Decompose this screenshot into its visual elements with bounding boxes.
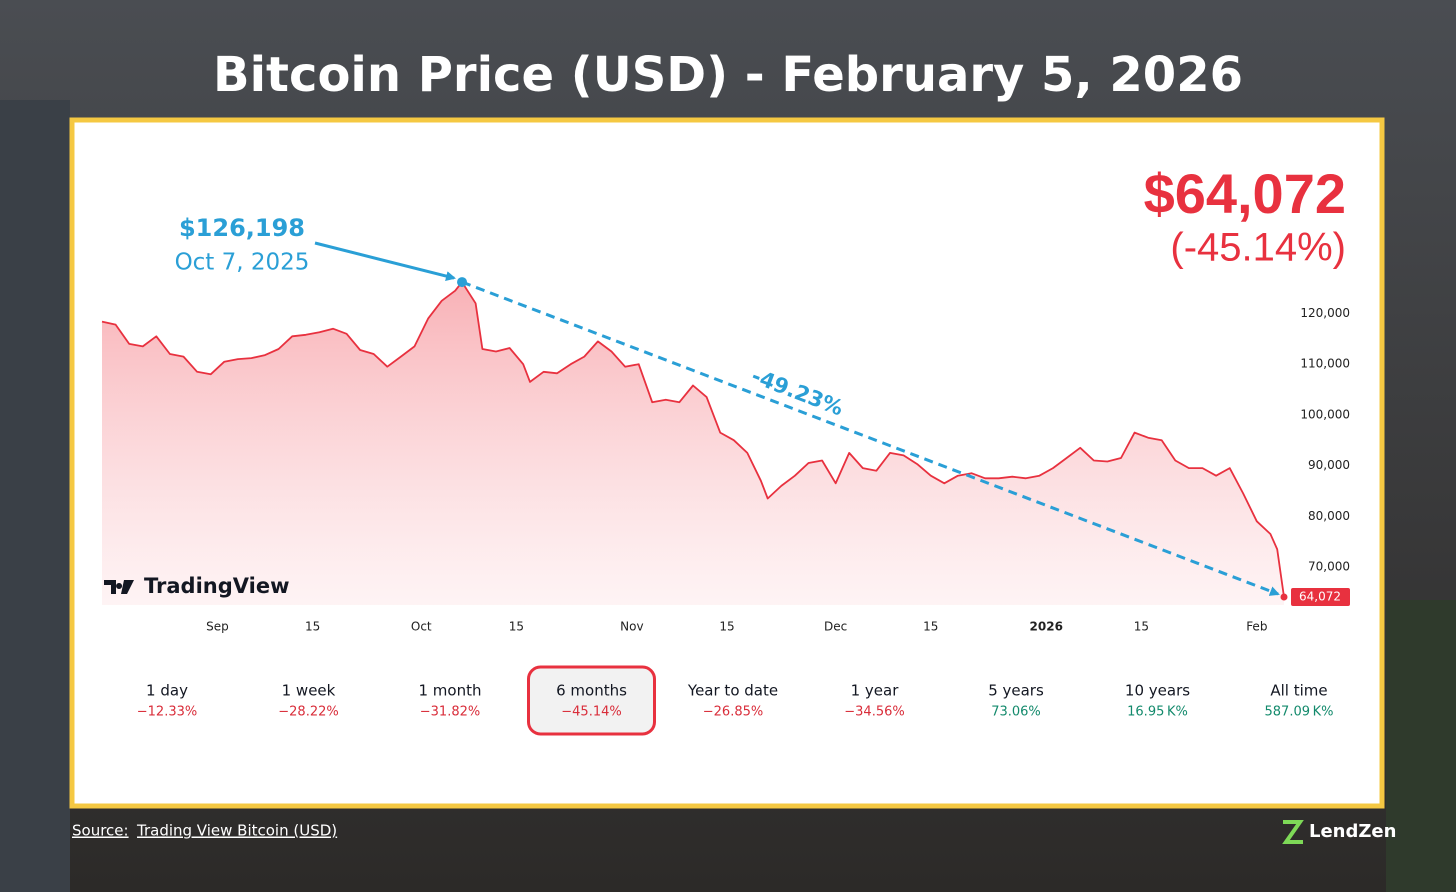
range-label: 6 months — [556, 682, 627, 700]
source-prefix: Source: — [72, 822, 129, 840]
watermark-icon — [104, 580, 134, 594]
range-item[interactable]: 1 day −12.33% — [137, 682, 197, 720]
y-tick-label: 70,000 — [1308, 559, 1350, 573]
peak-date: Oct 7, 2025 — [175, 250, 310, 276]
peak-dot — [457, 277, 468, 288]
x-tick-label: 15 — [509, 620, 524, 634]
price-line — [101, 281, 1285, 598]
background-trees — [1386, 600, 1456, 892]
range-label: 1 week — [282, 682, 336, 700]
x-tick-label: Sep — [206, 620, 229, 634]
range-item[interactable]: Year to date −26.85% — [687, 682, 778, 720]
range-change: −45.14% — [561, 705, 621, 720]
peak-label: $126,198 — [179, 214, 305, 242]
range-selector: 1 day −12.33% 1 week −28.22% 1 month −31.82% 6… — [137, 665, 1334, 736]
range-item[interactable]: 1 year −34.56% — [844, 682, 904, 720]
range-label: Year to date — [687, 682, 778, 700]
range-label: All time — [1270, 682, 1327, 700]
price-area — [102, 282, 1284, 605]
y-tick-label: 120,000 — [1300, 306, 1350, 320]
y-tick-label: 110,000 — [1300, 357, 1350, 371]
range-item[interactable]: 1 week −28.22% — [278, 682, 338, 720]
peak-arrow — [314, 241, 456, 281]
x-tick-label: 15 — [1134, 620, 1149, 634]
watermark: TradingView — [144, 574, 289, 598]
source-link[interactable]: Trading View Bitcoin (USD) — [136, 822, 337, 840]
page-title: Bitcoin Price (USD) - February 5, 2026 — [213, 47, 1243, 103]
x-tick-label: 15 — [719, 620, 734, 634]
range-item[interactable]: 5 years 73.06% — [988, 682, 1044, 720]
range-label: 1 month — [419, 682, 482, 700]
x-tick-label: 15 — [923, 620, 938, 634]
range-label: 1 day — [146, 682, 188, 700]
x-tick-label: Oct — [411, 620, 432, 634]
brand-icon — [1282, 820, 1304, 844]
range-change: −26.85% — [703, 705, 763, 720]
brand-name: LendZen — [1309, 821, 1396, 842]
range-item[interactable]: 10 years 16.95 K% — [1125, 682, 1190, 720]
brand-logo: LendZen — [1282, 820, 1396, 844]
x-tick-label: 2026 — [1030, 620, 1063, 634]
range-item[interactable]: 1 month −31.82% — [419, 682, 482, 720]
range-change: −34.56% — [844, 705, 904, 720]
current-change: (-45.14%) — [1170, 226, 1346, 270]
range-change: −28.22% — [278, 705, 338, 720]
background-house — [0, 100, 70, 892]
current-tag — [1291, 588, 1350, 607]
y-tick-label: 80,000 — [1308, 509, 1350, 523]
range-change: 73.06% — [991, 705, 1041, 720]
current-dot — [1280, 593, 1288, 601]
range-selected — [527, 665, 656, 736]
x-tick-label: Feb — [1246, 620, 1267, 634]
range-item[interactable]: All time 587.09 K% — [1265, 682, 1334, 720]
range-change: −31.82% — [420, 705, 480, 720]
current-price: $64,072 — [1144, 162, 1346, 225]
range-change: −12.33% — [137, 705, 197, 720]
x-tick-label: Dec — [824, 620, 847, 634]
current-tag-label: 64,072 — [1299, 590, 1341, 604]
range-label: 5 years — [988, 682, 1044, 700]
x-tick-label: 15 — [305, 620, 320, 634]
range-item[interactable]: 6 months −45.14% — [527, 665, 656, 736]
y-tick-label: 100,000 — [1300, 407, 1350, 421]
trend-line — [461, 280, 1280, 596]
y-tick-label: 90,000 — [1308, 458, 1350, 472]
range-label: 1 year — [851, 682, 900, 700]
range-change: 587.09 K% — [1265, 705, 1334, 720]
range-change: 16.95 K% — [1127, 705, 1188, 720]
x-tick-label: Nov — [620, 620, 643, 634]
range-label: 10 years — [1125, 682, 1190, 700]
